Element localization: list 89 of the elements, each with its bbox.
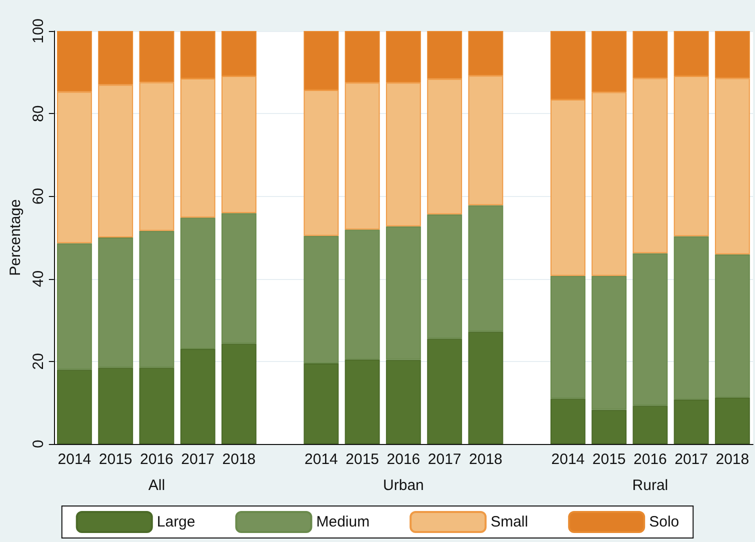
bar [386,82,421,226]
bar [386,360,421,444]
x-tick-label: 2017 [181,451,215,468]
bar [180,78,216,218]
x-tick-label: 2017 [674,451,708,468]
x-tick-label: 2018 [469,451,502,468]
bar [468,205,504,332]
bar [180,31,216,78]
bar [304,236,339,364]
bar [344,230,380,360]
bar [139,82,174,231]
bar [674,31,709,76]
bar [180,218,216,350]
bar [632,406,668,444]
bar [180,349,216,444]
bar [468,31,504,76]
x-tick-label: 2016 [386,451,420,468]
x-tick-label: 2017 [428,451,462,468]
bar [304,90,339,236]
bar [427,31,462,79]
bar [56,31,92,92]
bar [56,243,92,370]
bar [221,76,256,214]
bar [550,276,586,399]
y-tick-label: 40 [30,270,47,288]
bar [632,78,668,254]
legend-label: Medium [316,514,370,530]
bar [98,84,134,238]
bar [592,276,627,410]
bar [714,397,750,444]
bar [386,31,421,83]
bar [386,226,421,360]
y-tick-label: 100 [30,18,47,44]
bar [344,359,380,444]
bar [304,31,339,90]
x-tick-label: 2014 [58,451,92,468]
bar [98,31,134,85]
bar [221,344,256,444]
bar [550,31,586,100]
bar [427,214,462,339]
x-tick-label: 2015 [592,451,626,468]
bar [427,78,462,214]
x-tick-label: 2018 [222,451,256,468]
bar [139,31,174,82]
bar [632,31,668,78]
bar [674,236,709,400]
bar [674,76,709,236]
bar [139,368,174,444]
y-tick-label: 20 [30,353,47,370]
x-tick-label: 2015 [346,451,380,468]
legend-label: Solo [649,514,680,530]
bar [139,230,174,368]
x-tick-label: 2016 [634,451,667,468]
legend-label: Large [156,514,196,530]
bar [714,78,750,254]
bar [304,363,339,444]
bar [98,368,134,444]
bar [714,31,750,78]
bar [592,410,627,444]
bar [550,398,586,444]
y-tick-label: 80 [30,105,47,122]
legend-label: Small [490,514,528,530]
y-tick-label: 0 [30,440,47,448]
x-tick-label: 2014 [551,451,585,468]
bar [221,213,256,344]
text: Urban [383,477,424,494]
bar [56,92,92,244]
bar [221,31,256,76]
y-axis-title: Percentage [7,199,24,276]
x-tick-label: 2014 [304,451,338,468]
bar [344,82,380,230]
bar [592,31,627,92]
bar [714,254,750,398]
bar [468,76,504,206]
text: Rural [632,477,668,494]
bar [344,31,380,83]
y-tick-label: 60 [30,188,47,205]
x-tick-label: 2015 [98,451,132,468]
bar [56,370,92,444]
text: All [148,477,166,494]
x-tick-label: 2016 [140,451,174,468]
x-tick-label: 2018 [716,451,750,468]
bar [98,238,134,368]
bar [674,399,709,444]
bar [427,338,462,444]
bar [632,253,668,406]
bar [468,332,504,444]
bar [592,92,627,276]
bar [550,100,586,276]
